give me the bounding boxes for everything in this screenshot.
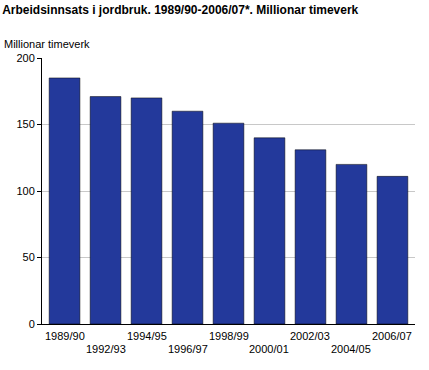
svg-text:50: 50	[23, 251, 35, 263]
svg-text:1992/93: 1992/93	[86, 343, 126, 355]
svg-text:150: 150	[16, 118, 34, 130]
svg-text:2002/03: 2002/03	[290, 330, 330, 342]
svg-text:0: 0	[29, 318, 35, 330]
svg-text:2000/01: 2000/01	[249, 343, 289, 355]
svg-text:1994/95: 1994/95	[127, 330, 167, 342]
svg-text:1998/99: 1998/99	[209, 330, 249, 342]
svg-text:1989/90: 1989/90	[45, 330, 85, 342]
svg-text:100: 100	[16, 185, 34, 197]
svg-text:1996/97: 1996/97	[168, 343, 208, 355]
svg-text:200: 200	[16, 52, 34, 64]
svg-text:2006/07: 2006/07	[372, 330, 412, 342]
svg-text:Millionar timeverk: Millionar timeverk	[4, 38, 90, 50]
svg-text:Arbeidsinnsats i jordbruk. 198: Arbeidsinnsats i jordbruk. 1989/90-2006/…	[2, 3, 358, 17]
svg-text:2004/05: 2004/05	[331, 343, 371, 355]
